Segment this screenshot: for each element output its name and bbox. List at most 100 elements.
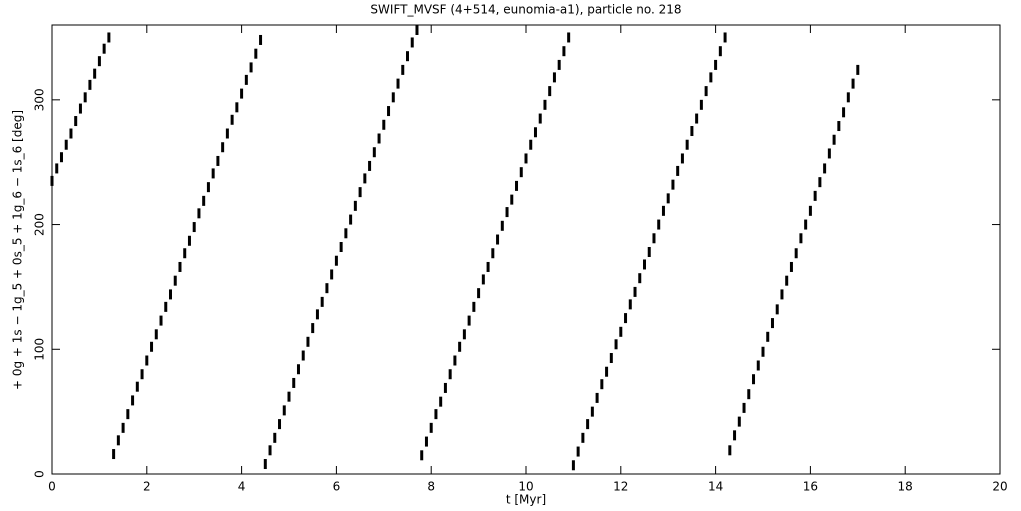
point — [538, 113, 542, 124]
point — [273, 432, 277, 443]
y-tick-label: 100 — [33, 338, 47, 361]
point — [116, 435, 120, 446]
point — [74, 116, 78, 127]
point — [804, 219, 808, 230]
point — [387, 106, 391, 117]
point — [552, 72, 556, 83]
point — [131, 395, 135, 406]
point — [481, 274, 485, 285]
plot-frame — [51, 24, 1001, 475]
point — [443, 382, 447, 393]
point — [846, 92, 850, 103]
point — [349, 214, 353, 225]
point — [595, 392, 599, 403]
point — [83, 92, 87, 103]
point — [486, 261, 490, 272]
point — [396, 78, 400, 89]
point — [145, 355, 149, 366]
x-tick-label: 18 — [898, 480, 913, 494]
point — [249, 62, 253, 73]
x-tick-label: 0 — [48, 480, 56, 494]
point — [590, 406, 594, 417]
point — [88, 79, 92, 90]
x-axis-label: t [Myr] — [506, 493, 546, 507]
x-tick-label: 10 — [518, 480, 533, 494]
point — [737, 416, 741, 427]
point — [557, 59, 561, 70]
point — [410, 37, 414, 48]
x-tick-label: 6 — [333, 480, 341, 494]
point — [306, 336, 310, 347]
point — [571, 460, 575, 471]
point — [581, 432, 585, 443]
point — [311, 323, 315, 334]
point — [344, 228, 348, 239]
point — [254, 48, 258, 59]
point — [548, 86, 552, 97]
point — [775, 304, 779, 315]
point — [429, 422, 433, 433]
point — [491, 248, 495, 259]
point — [818, 177, 822, 188]
y-tick-label: 200 — [33, 213, 47, 236]
point — [206, 182, 210, 193]
point — [187, 235, 191, 246]
point — [178, 261, 182, 272]
point — [733, 430, 737, 441]
point — [391, 92, 395, 103]
point — [652, 233, 656, 244]
point — [164, 301, 168, 312]
point — [216, 155, 220, 166]
point — [320, 296, 324, 307]
point — [330, 269, 334, 280]
chart-title: SWIFT_MVSF (4+514, eunomia-a1), particle… — [370, 3, 681, 17]
point — [628, 299, 632, 310]
point — [154, 329, 158, 340]
point — [533, 127, 537, 138]
point — [638, 273, 642, 284]
point — [339, 242, 343, 253]
point — [401, 64, 405, 75]
point — [315, 309, 319, 320]
point — [808, 205, 812, 216]
point — [173, 275, 177, 286]
point — [567, 32, 571, 43]
point — [415, 24, 419, 35]
point — [500, 220, 504, 231]
point — [221, 142, 225, 153]
point — [619, 326, 623, 337]
point — [671, 179, 675, 190]
point — [633, 286, 637, 297]
point — [263, 459, 267, 470]
point — [363, 173, 367, 184]
point — [543, 99, 547, 110]
point — [112, 449, 116, 460]
point — [505, 207, 509, 218]
y-tick-label: 0 — [33, 470, 47, 478]
point — [576, 446, 580, 457]
point — [406, 51, 409, 62]
point — [842, 107, 846, 118]
x-tick-label: 20 — [992, 480, 1007, 494]
x-tick-label: 16 — [803, 480, 818, 494]
point — [643, 259, 646, 270]
point — [685, 139, 689, 150]
point — [382, 119, 386, 130]
point — [605, 366, 609, 377]
point — [235, 102, 239, 113]
point — [93, 68, 97, 79]
point — [287, 391, 291, 402]
point — [851, 78, 855, 89]
point — [780, 289, 784, 300]
point — [282, 405, 286, 416]
point — [353, 200, 357, 211]
point — [334, 255, 338, 266]
point — [69, 128, 73, 139]
point — [657, 219, 661, 230]
point — [723, 32, 727, 43]
point — [624, 313, 628, 324]
x-tick-label: 8 — [427, 480, 435, 494]
point — [586, 419, 590, 430]
point — [752, 374, 756, 385]
